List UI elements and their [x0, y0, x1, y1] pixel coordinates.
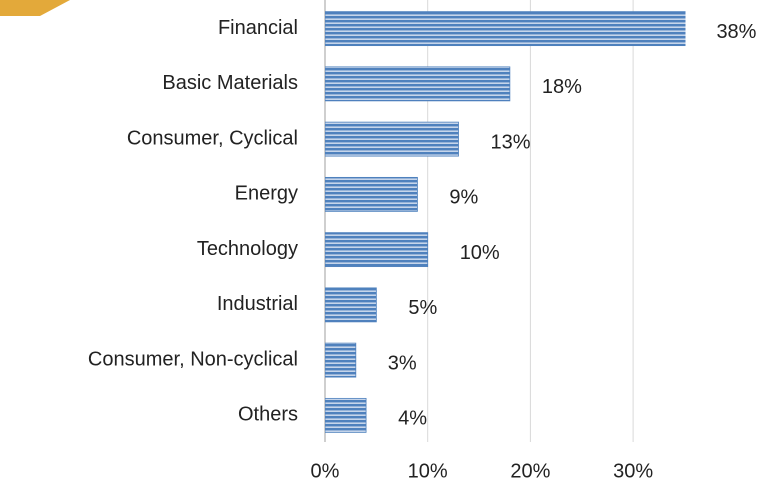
y-tick-label: Others — [238, 404, 298, 426]
x-tick-label: 20% — [510, 460, 550, 482]
x-tick-label: 0% — [311, 460, 340, 482]
y-tick-label: Energy — [235, 183, 298, 205]
data-label: 13% — [491, 131, 531, 153]
y-tick-label: Consumer, Non-cyclical — [88, 348, 298, 370]
bar — [325, 342, 357, 378]
bar — [325, 11, 686, 47]
decoration — [0, 0, 70, 16]
data-label: 9% — [449, 187, 478, 209]
data-label: 10% — [460, 242, 500, 264]
bar — [325, 397, 367, 433]
data-label: 5% — [408, 297, 437, 319]
x-tick-label: 30% — [613, 460, 653, 482]
bar — [325, 121, 459, 157]
y-tick-label: Technology — [197, 238, 298, 260]
bar — [325, 232, 429, 268]
data-label: 18% — [542, 76, 582, 98]
bar — [325, 287, 377, 323]
y-tick-label: Basic Materials — [162, 72, 298, 94]
bar — [325, 176, 418, 212]
y-tick-label: Industrial — [217, 293, 298, 315]
plot-area — [325, 11, 686, 433]
x-tick-label: 10% — [408, 460, 448, 482]
y-tick-label: Financial — [218, 17, 298, 39]
data-label: 4% — [398, 408, 427, 430]
data-label: 38% — [716, 21, 756, 43]
y-tick-label: Consumer, Cyclical — [127, 127, 298, 149]
data-label: 3% — [388, 352, 417, 374]
bar — [325, 66, 511, 102]
